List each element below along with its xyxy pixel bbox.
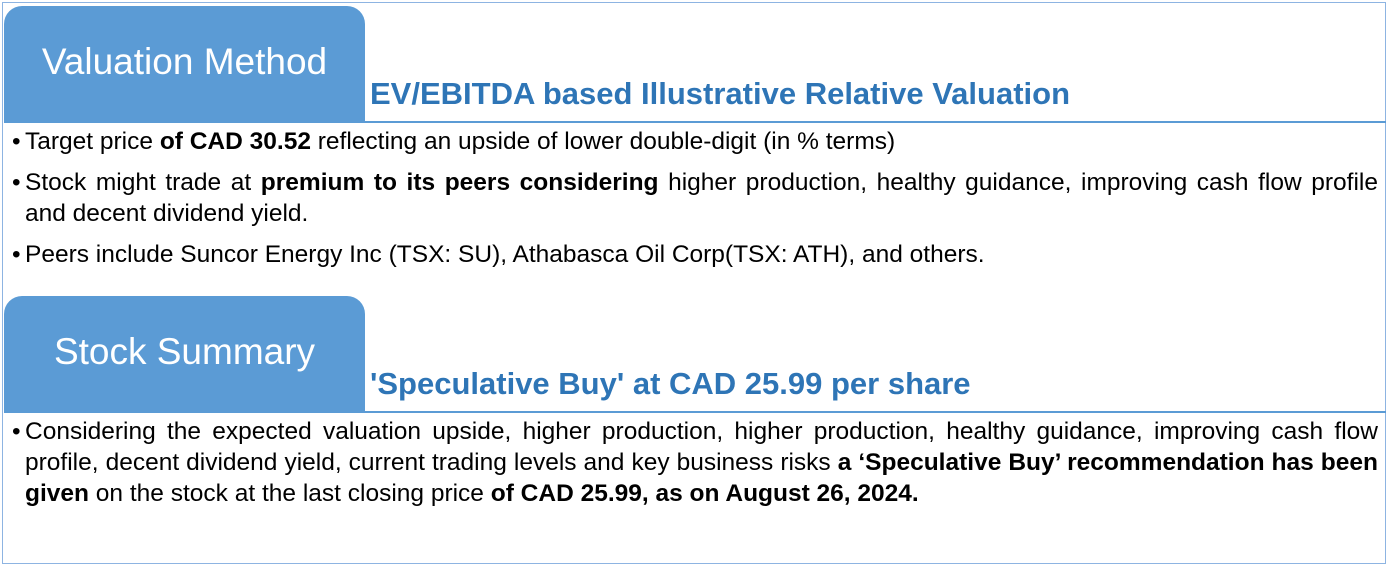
valuation-divider	[365, 121, 1386, 123]
valuation-section: Valuation Method EV/EBITDA based Illustr…	[4, 6, 1386, 288]
bullet-text: on the stock at the last closing price	[89, 480, 491, 507]
bullet-text: premium to its peers considering	[260, 169, 659, 196]
bullet-text: Considering the expected valuation upsid…	[25, 418, 1378, 476]
bullet-item: • Considering the expected valuation upsi…	[12, 416, 1378, 509]
bullet-item: • Target price of CAD 30.52 reflecting an…	[12, 126, 1378, 157]
summary-divider	[365, 411, 1386, 413]
valuation-method-tab: Valuation Method	[4, 6, 365, 123]
summary-section: Stock Summary 'Speculative Buy' at CAD 2…	[4, 296, 1386, 564]
summary-bullet-list: • Considering the expected valuation upsi…	[12, 416, 1378, 519]
summary-subtitle: 'Speculative Buy' at CAD 25.99 per share	[370, 366, 971, 401]
valuation-method-label: Valuation Method	[41, 40, 328, 82]
bullet-text: of CAD 30.52	[159, 128, 311, 155]
stock-summary-label: Stock Summary	[53, 330, 316, 372]
bullet-dot-icon: •	[12, 418, 21, 445]
bullet-text: Peers include Suncor Energy Inc (TSX: SU…	[25, 241, 985, 268]
bullet-text: of CAD 25.99, as on August 26, 2024.	[490, 480, 919, 507]
valuation-bullet-list: • Target price of CAD 30.52 reflecting an…	[12, 126, 1378, 280]
bullet-item: • Peers include Suncor Energy Inc (TSX: S…	[12, 239, 1378, 270]
stock-summary-tab: Stock Summary	[4, 296, 365, 413]
bullet-dot-icon: •	[12, 128, 21, 155]
valuation-subtitle: EV/EBITDA based Illustrative Relative Va…	[370, 76, 1071, 111]
bullet-text: Stock might trade at	[25, 169, 261, 196]
bullet-text: reflecting an upside of lower double-dig…	[310, 128, 896, 155]
bullet-dot-icon: •	[12, 169, 21, 196]
bullet-dot-icon: •	[12, 241, 21, 268]
bullet-item: • Stock might trade at premium to its pee…	[12, 167, 1378, 229]
bullet-text: Target price	[25, 128, 160, 155]
bullet-text: higher production, healthy guidance, imp…	[25, 169, 1378, 227]
bullet-text: a ‘Speculative Buy’ recommendation has b…	[25, 449, 1378, 507]
